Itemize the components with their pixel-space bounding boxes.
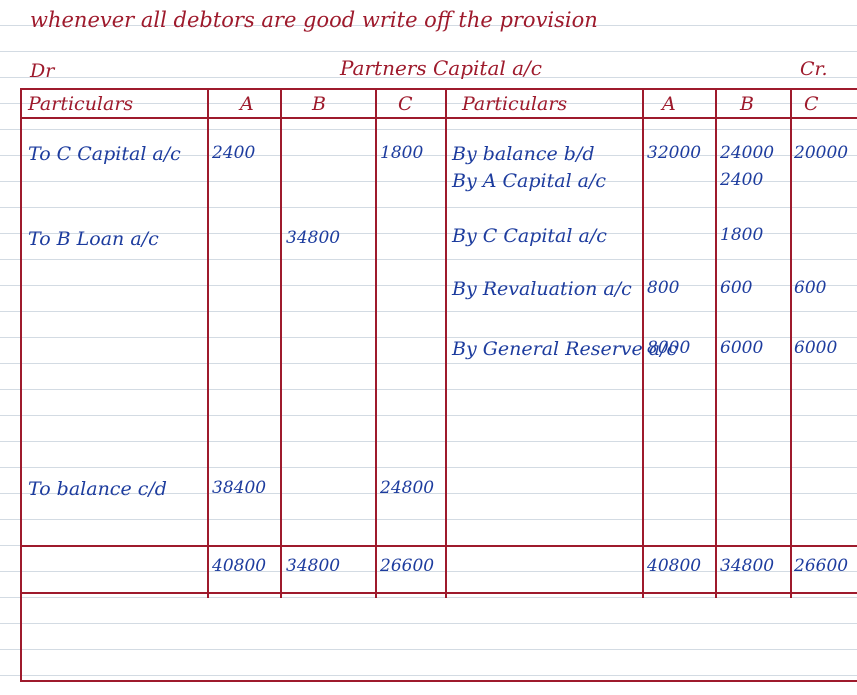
- account-title: Partners Capital a/c: [340, 56, 542, 80]
- particulars: By General Reserve a/c: [452, 338, 678, 360]
- amount: 6000: [794, 338, 838, 358]
- amount: 1800: [720, 225, 764, 245]
- column-header: Particulars: [462, 93, 568, 115]
- column-rule: [642, 88, 644, 598]
- dr-label: Dr: [30, 60, 55, 82]
- column-rule: [790, 88, 792, 598]
- row-rule: [20, 592, 857, 594]
- amount: 2400: [212, 143, 256, 163]
- amount: 800: [647, 278, 680, 298]
- amount: 2400: [720, 170, 764, 190]
- amount: 600: [794, 278, 827, 298]
- column-rule: [20, 88, 22, 680]
- amount: 24000: [720, 143, 775, 163]
- amount: 20000: [794, 143, 849, 163]
- column-header: A: [662, 93, 676, 115]
- row-rule: [20, 88, 857, 90]
- particulars: To B Loan a/c: [28, 228, 159, 250]
- amount: 24800: [380, 478, 435, 498]
- total: 26600: [380, 556, 435, 576]
- amount: 6000: [720, 338, 764, 358]
- column-header: Particulars: [28, 93, 134, 115]
- particulars: To C Capital a/c: [28, 143, 181, 165]
- column-rule: [207, 88, 209, 598]
- cr-label: Cr.: [800, 58, 828, 80]
- total: 40800: [212, 556, 267, 576]
- amount: 1800: [380, 143, 424, 163]
- total: 26600: [794, 556, 849, 576]
- particulars: To balance c/d: [28, 478, 167, 500]
- column-header: C: [398, 93, 413, 115]
- total: 34800: [286, 556, 341, 576]
- row-rule: [20, 545, 857, 547]
- row-rule: [20, 117, 857, 119]
- particulars: By A Capital a/c: [452, 170, 607, 192]
- amount: 34800: [286, 228, 341, 248]
- amount: 38400: [212, 478, 267, 498]
- column-rule: [445, 88, 447, 598]
- column-header: B: [312, 93, 326, 115]
- particulars: By Revaluation a/c: [452, 278, 632, 300]
- amount: 32000: [647, 143, 702, 163]
- particulars: By C Capital a/c: [452, 225, 607, 247]
- column-header: C: [804, 93, 819, 115]
- total: 40800: [647, 556, 702, 576]
- column-header: A: [240, 93, 254, 115]
- row-rule: [20, 680, 857, 682]
- particulars: By balance b/d: [452, 143, 595, 165]
- column-rule: [375, 88, 377, 598]
- amount: 8000: [647, 338, 691, 358]
- column-header: B: [740, 93, 754, 115]
- column-rule: [715, 88, 717, 598]
- note: whenever all debtors are good write off …: [30, 8, 598, 32]
- column-rule: [280, 88, 282, 598]
- total: 34800: [720, 556, 775, 576]
- amount: 600: [720, 278, 753, 298]
